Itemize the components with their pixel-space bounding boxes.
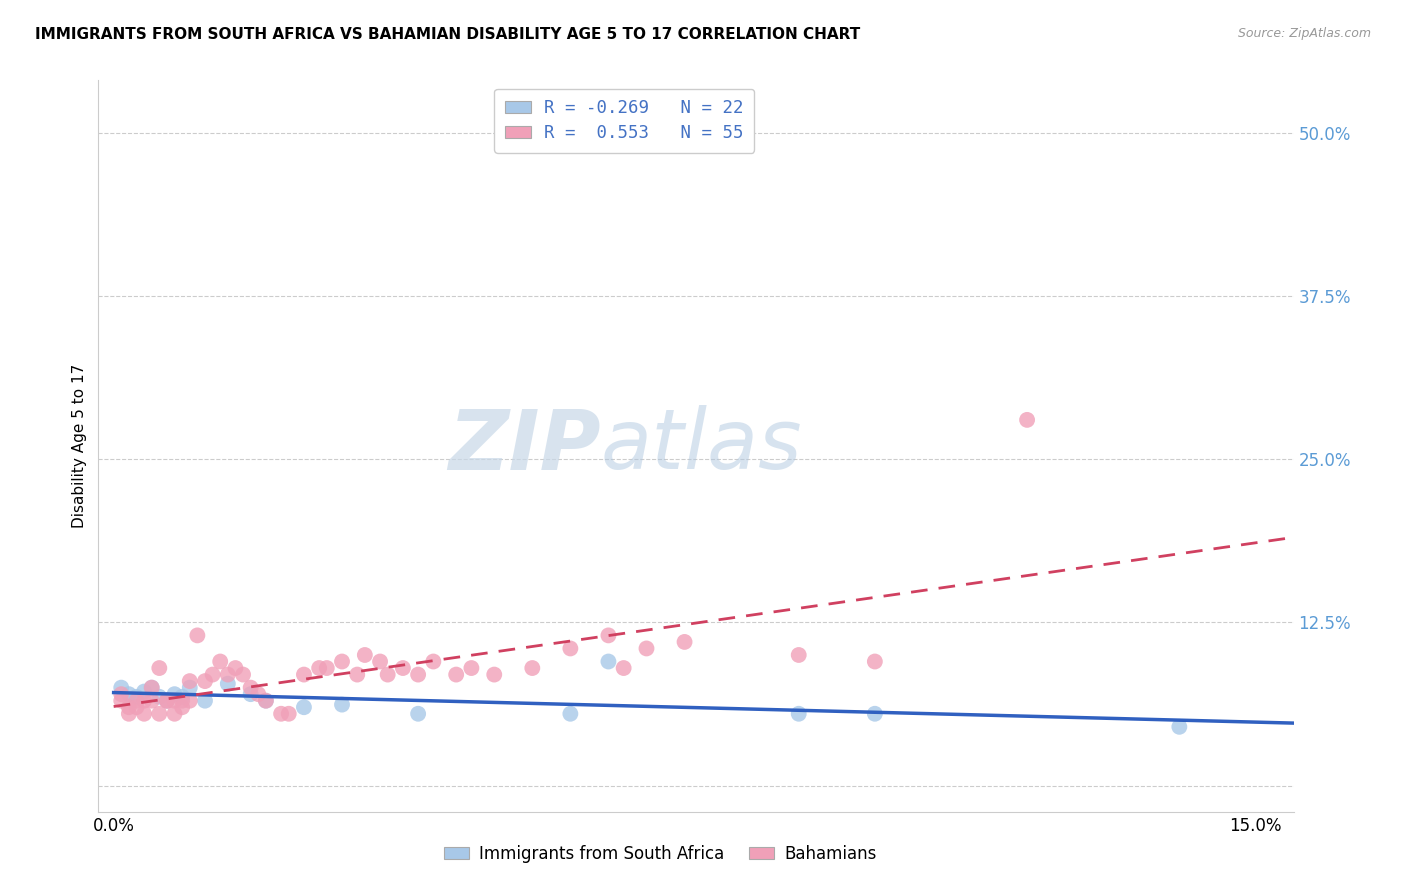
- Point: [217, 676, 239, 690]
- Point: [330, 655, 353, 669]
- Point: [110, 694, 132, 708]
- Point: [125, 700, 148, 714]
- Point: [118, 706, 141, 721]
- Point: [598, 655, 620, 669]
- Y-axis label: Disability Age 5 to 17: Disability Age 5 to 17: [72, 364, 87, 528]
- Point: [254, 694, 277, 708]
- Point: [110, 681, 132, 695]
- Point: [460, 661, 482, 675]
- Point: [406, 706, 429, 721]
- Point: [377, 667, 399, 681]
- Point: [232, 667, 254, 681]
- Point: [132, 684, 155, 698]
- Point: [484, 667, 506, 681]
- Point: [172, 694, 194, 708]
- Point: [444, 667, 467, 681]
- Point: [330, 698, 353, 712]
- Point: [163, 687, 186, 701]
- Point: [156, 694, 179, 708]
- Point: [132, 706, 155, 721]
- Text: IMMIGRANTS FROM SOUTH AFRICA VS BAHAMIAN DISABILITY AGE 5 TO 17 CORRELATION CHAR: IMMIGRANTS FROM SOUTH AFRICA VS BAHAMIAN…: [35, 27, 860, 42]
- Point: [673, 635, 696, 649]
- Point: [209, 655, 232, 669]
- Point: [141, 694, 163, 708]
- Point: [179, 674, 201, 689]
- Point: [270, 706, 292, 721]
- Point: [118, 700, 141, 714]
- Point: [863, 706, 886, 721]
- Point: [522, 661, 544, 675]
- Point: [239, 681, 262, 695]
- Text: Source: ZipAtlas.com: Source: ZipAtlas.com: [1237, 27, 1371, 40]
- Point: [1017, 413, 1039, 427]
- Point: [163, 694, 186, 708]
- Point: [224, 661, 246, 675]
- Point: [787, 648, 810, 662]
- Point: [156, 694, 179, 708]
- Point: [125, 690, 148, 704]
- Point: [863, 655, 886, 669]
- Point: [406, 667, 429, 681]
- Point: [254, 694, 277, 708]
- Point: [217, 667, 239, 681]
- Point: [148, 661, 170, 675]
- Point: [560, 706, 582, 721]
- Point: [141, 681, 163, 695]
- Point: [148, 690, 170, 704]
- Point: [118, 687, 141, 701]
- Point: [125, 694, 148, 708]
- Point: [247, 687, 270, 701]
- Point: [292, 700, 315, 714]
- Point: [201, 667, 224, 681]
- Point: [179, 694, 201, 708]
- Point: [422, 655, 444, 669]
- Legend: Immigrants from South Africa, Bahamians: Immigrants from South Africa, Bahamians: [437, 838, 883, 869]
- Point: [163, 706, 186, 721]
- Point: [141, 681, 163, 695]
- Point: [346, 667, 368, 681]
- Point: [148, 706, 170, 721]
- Point: [194, 694, 217, 708]
- Point: [368, 655, 391, 669]
- Point: [110, 687, 132, 701]
- Point: [353, 648, 375, 662]
- Point: [308, 661, 330, 675]
- Point: [560, 641, 582, 656]
- Point: [172, 700, 194, 714]
- Point: [1168, 720, 1191, 734]
- Point: [598, 628, 620, 642]
- Text: ZIP: ZIP: [447, 406, 600, 486]
- Text: atlas: atlas: [600, 406, 801, 486]
- Point: [186, 628, 208, 642]
- Point: [156, 694, 179, 708]
- Point: [194, 674, 217, 689]
- Point: [277, 706, 299, 721]
- Point: [132, 694, 155, 708]
- Point: [392, 661, 415, 675]
- Point: [787, 706, 810, 721]
- Point: [179, 681, 201, 695]
- Point: [292, 667, 315, 681]
- Point: [613, 661, 636, 675]
- Point: [172, 690, 194, 704]
- Point: [636, 641, 658, 656]
- Point: [315, 661, 337, 675]
- Point: [239, 687, 262, 701]
